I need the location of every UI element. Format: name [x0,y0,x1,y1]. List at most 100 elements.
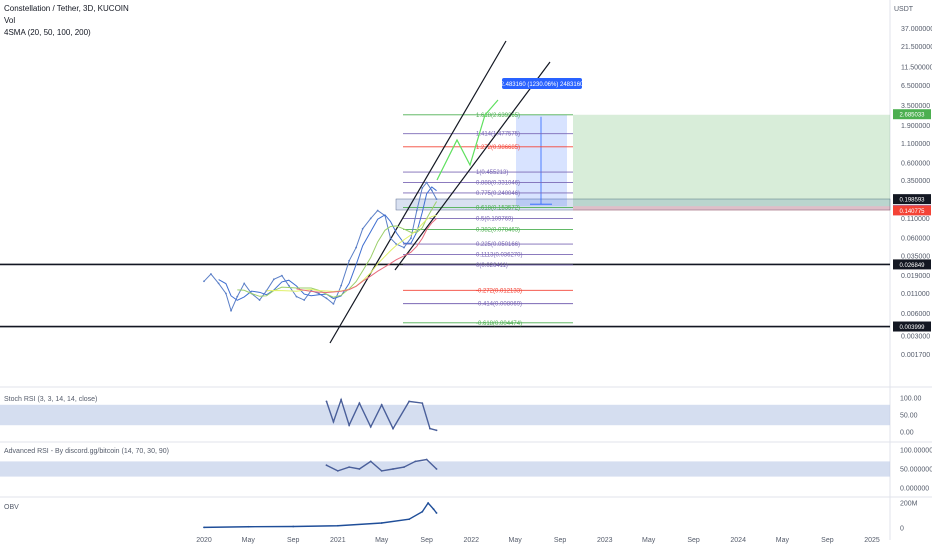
price-point [430,189,433,192]
price-point [403,246,405,249]
support-zone [395,198,891,211]
axes: USDT 37.000000 21.500000 11.500000 6.500000 3… [196,6,932,544]
volume-indicator-label[interactable]: Vol [4,16,16,25]
time-axis-tick: Sep [287,537,300,544]
price-tag-bg [893,205,931,216]
fib-level-label: 0.382(0.078463) [476,227,520,233]
time-axis-tick: 2022 [463,537,479,544]
time-axis-tick: 2025 [864,537,880,544]
fib-level-label: 0.775(0.240046) [476,191,520,197]
symbol-title: Constellation / Tether, 3D, KUCOIN [4,4,129,13]
sma-indicator-label[interactable]: 4SMA (20, 50, 100, 200) [4,28,91,37]
price-point [295,295,298,298]
price-point [210,273,212,275]
stoch-rsi-point [435,429,438,432]
price-point [272,278,275,281]
price-tag-bg [893,109,931,120]
obv-point [408,518,411,521]
measure-label: 2.483160 (1230.06%) 2483160 [501,82,584,88]
channel-lower-line [394,61,551,271]
time-axis-tick: Sep [687,537,700,544]
price-point [225,292,227,295]
time-axis-tick: Sep [821,537,834,544]
channel-upper-line [329,40,507,344]
fib-level-label: -0.272(0.012133) [476,288,522,294]
price-point [217,282,220,285]
advanced-rsi-axis-tick: 0.000000 [900,486,929,493]
price-tag-bg [893,259,931,270]
stoch-rsi-point [332,420,335,423]
sma-20-line [218,186,437,301]
price-point [421,187,424,189]
advanced-rsi-point [425,458,428,461]
advanced-rsi-point [380,470,383,472]
stoch-rsi-band [0,404,890,426]
fib-level-label: 1(0.455213) [476,170,508,176]
advanced-rsi-point [403,466,405,468]
fib-level-label: 0.5(0.109769) [476,216,513,222]
sma-50-line [237,201,437,298]
advanced-rsi-point [392,468,394,470]
price-point [243,282,246,285]
price-point [303,299,306,301]
price-tag: 0.198593 [899,198,925,204]
time-axis-tick: Sep [420,537,433,544]
profit-target-box [573,114,890,207]
advanced-rsi-axis-tick: 100.000000 [900,448,932,455]
price-point [280,274,283,277]
fib-level-label: -0.414(0.008069) [476,302,522,308]
measure-label-bg [502,78,582,89]
price-axis-tick: 6.500000 [901,83,930,90]
price-point [325,297,328,300]
price-axis-tick: 3.500000 [901,103,930,110]
price-panel-drawings: 1.618(2.639265) 1.414(1.477575) 1.272(0.98… [0,40,891,344]
price-axis-tick: 0.600000 [901,161,930,168]
fib-level-label: 1.272(0.986685) [476,145,520,151]
obv-point [203,526,205,529]
price-point [410,237,412,240]
advanced-rsi-point [336,470,339,472]
price-point [332,302,335,305]
stoch-rsi-point [380,403,383,406]
stoch-rsi-axis-tick: 100.00 [900,396,922,403]
stoch-rsi-title: Stoch RSI (3, 3, 14, 14, close) [4,396,97,403]
time-axis-tick: May [776,537,790,544]
time-axis-tick: 2023 [597,537,613,544]
time-axis-tick: 2024 [730,537,746,544]
stoch-rsi-point [429,427,431,430]
advanced-rsi-point [358,468,361,470]
price-axis-tick: 0.006000 [901,311,930,318]
price-point [236,295,239,298]
fib-level-label: 1.618(2.639265) [476,113,520,119]
time-axis-tick: 2021 [330,537,346,544]
stoch-rsi-point [358,402,361,404]
stoch-rsi-point [421,402,424,404]
obv-point [427,502,430,504]
price-point [435,198,438,201]
price-axis-tick: 0.011000 [901,291,930,298]
time-axis-tick: May [509,537,523,544]
price-tag-bg [893,321,931,332]
price-point [389,237,392,240]
obv-title: OBV [4,504,19,511]
price-point [415,209,418,212]
advanced-rsi-point [325,464,328,467]
price-point [361,227,364,230]
fib-level-label: -0.618(0.004474) [476,321,522,327]
oscillator-panels: Stoch RSI (3, 3, 14, 14, close) 100.00 50.… [0,396,932,533]
obv-point [247,525,250,528]
price-axis-tick: 0.110000 [901,216,930,223]
price-point [340,284,343,287]
price-axis-tick: 0.001700 [901,352,930,359]
price-point [230,309,232,312]
obv-line [203,501,438,529]
price-panel-series [203,181,438,313]
sma-200-line [296,218,437,293]
time-axis-tick: May [642,537,656,544]
fib-level-label: 0.618(0.153572) [476,206,520,212]
advanced-rsi-point [414,460,417,463]
advanced-rsi-title: Advanced RSI - By discord.gg/bitcoin (14… [4,448,169,455]
advanced-rsi-point [369,460,372,463]
stoch-rsi-point [325,400,328,403]
